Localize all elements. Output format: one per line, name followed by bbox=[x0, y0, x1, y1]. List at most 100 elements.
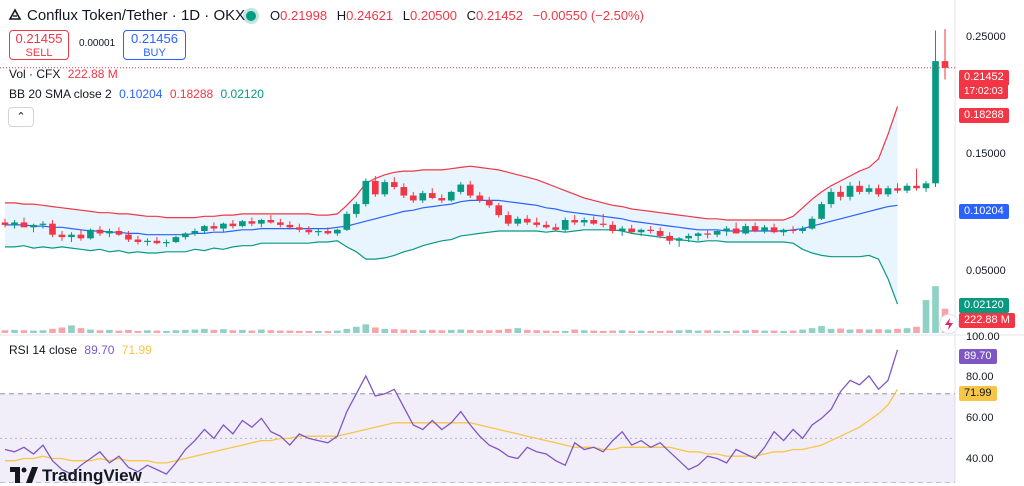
candle-body bbox=[315, 231, 322, 233]
volume-bar bbox=[609, 330, 616, 333]
volume-legend-value: 222.88 M bbox=[67, 67, 118, 81]
bb-legend-basis: 0.10204 bbox=[119, 87, 163, 101]
candle-body bbox=[210, 226, 218, 229]
volume-bar bbox=[571, 329, 579, 333]
volume-bar bbox=[267, 330, 275, 333]
volume-bar bbox=[913, 326, 920, 333]
volume-bar bbox=[210, 329, 218, 333]
volume-bar bbox=[68, 325, 75, 333]
rsi-axis-label: 40.00 bbox=[966, 453, 994, 465]
candle-body bbox=[77, 234, 85, 239]
volume-bar bbox=[818, 326, 825, 333]
low-label: L bbox=[402, 8, 410, 23]
change-value: −0.00550 (−2.50%) bbox=[532, 8, 644, 23]
volume-bar bbox=[229, 330, 237, 333]
volume-bar bbox=[352, 326, 360, 333]
bb-legend-label: BB 20 SMA close 2 bbox=[9, 87, 112, 101]
candle-body bbox=[87, 229, 94, 239]
candle-body bbox=[447, 191, 455, 201]
volume-bar bbox=[447, 329, 455, 333]
volume-legend[interactable]: Vol · CFX 222.88 M bbox=[9, 67, 118, 81]
volume-bar bbox=[11, 329, 18, 333]
high-label: H bbox=[336, 8, 347, 23]
candle-body bbox=[352, 204, 360, 214]
candle-body bbox=[96, 229, 104, 234]
candle-body bbox=[485, 200, 493, 206]
candle-body bbox=[229, 223, 237, 227]
volume-bar bbox=[922, 300, 930, 333]
volume-bar bbox=[504, 328, 512, 333]
symbol-title[interactable]: Conflux Token/Tether · 1D · OKX bbox=[27, 7, 246, 24]
volume-bar bbox=[58, 327, 66, 333]
rsi-legend[interactable]: RSI 14 close 89.70 71.99 bbox=[9, 343, 152, 357]
volume-bar bbox=[865, 329, 873, 333]
volume-bar bbox=[485, 330, 493, 333]
volume-bar bbox=[542, 330, 550, 333]
volume-bar bbox=[96, 330, 104, 333]
candle-body bbox=[495, 205, 503, 216]
candle-body bbox=[324, 231, 332, 234]
volume-bar bbox=[761, 330, 768, 333]
candle-body bbox=[201, 226, 208, 231]
candle-body bbox=[504, 215, 512, 224]
volume-bar bbox=[201, 328, 208, 333]
volume-bar bbox=[789, 330, 797, 333]
candle-body bbox=[542, 224, 550, 228]
volume-bar bbox=[552, 330, 560, 333]
volume-bar bbox=[87, 329, 94, 333]
candle-body bbox=[713, 231, 721, 235]
candle-body bbox=[163, 242, 170, 244]
candle-body bbox=[20, 222, 28, 228]
candle-body bbox=[637, 229, 645, 233]
candle-body bbox=[409, 195, 417, 201]
collapse-legend-button[interactable]: ⌃ bbox=[8, 107, 34, 127]
volume-bar bbox=[296, 330, 303, 333]
candle-body bbox=[428, 193, 436, 198]
candle-body bbox=[751, 226, 759, 231]
candle-body bbox=[865, 188, 873, 192]
candle-body bbox=[609, 224, 616, 231]
volume-bar bbox=[694, 330, 702, 333]
volume-bar bbox=[324, 330, 332, 333]
candle-body bbox=[144, 240, 151, 242]
symbol-logo-icon bbox=[8, 8, 22, 20]
candle-body bbox=[68, 234, 75, 238]
candle-body bbox=[134, 239, 142, 242]
candle-body bbox=[561, 220, 569, 230]
buy-button[interactable]: 0.21456 BUY bbox=[123, 30, 186, 60]
candle-body bbox=[343, 213, 351, 230]
candle-body bbox=[827, 191, 835, 205]
volume-bar bbox=[495, 329, 503, 333]
volume-bar bbox=[49, 328, 56, 333]
candle-body bbox=[476, 195, 484, 201]
candle-body bbox=[191, 231, 199, 234]
volume-bar bbox=[618, 330, 626, 333]
sell-button[interactable]: 0.21455 SELL bbox=[9, 30, 69, 60]
volume-bar bbox=[277, 330, 284, 333]
candle-body bbox=[656, 231, 664, 236]
volume-bar bbox=[258, 329, 265, 333]
rsi-legend-value: 89.70 bbox=[84, 343, 115, 357]
rsi-ma-tag: 71.99 bbox=[959, 386, 997, 401]
candle-body bbox=[362, 180, 370, 205]
market-open-indicator bbox=[246, 11, 256, 21]
volume-bar bbox=[172, 330, 180, 333]
volume-bar bbox=[39, 330, 47, 333]
candle-body bbox=[39, 223, 47, 225]
close-value: 0.21452 bbox=[476, 8, 524, 23]
candle-body bbox=[808, 218, 816, 229]
volume-bar bbox=[894, 328, 901, 333]
volume-bar bbox=[106, 329, 113, 333]
volume-bar bbox=[381, 328, 389, 333]
bb-legend[interactable]: BB 20 SMA close 2 0.10204 0.18288 0.0212… bbox=[9, 87, 264, 101]
volume-bar bbox=[580, 330, 588, 333]
volume-bar bbox=[723, 330, 730, 333]
price-axis-label: 0.25000 bbox=[966, 31, 1006, 43]
candle-body bbox=[742, 226, 749, 234]
candle-body bbox=[590, 220, 598, 224]
candle-body bbox=[125, 234, 132, 240]
lightning-icon[interactable] bbox=[939, 314, 959, 334]
volume-bar bbox=[409, 329, 417, 333]
price-axis-label: 0.05000 bbox=[966, 265, 1006, 277]
